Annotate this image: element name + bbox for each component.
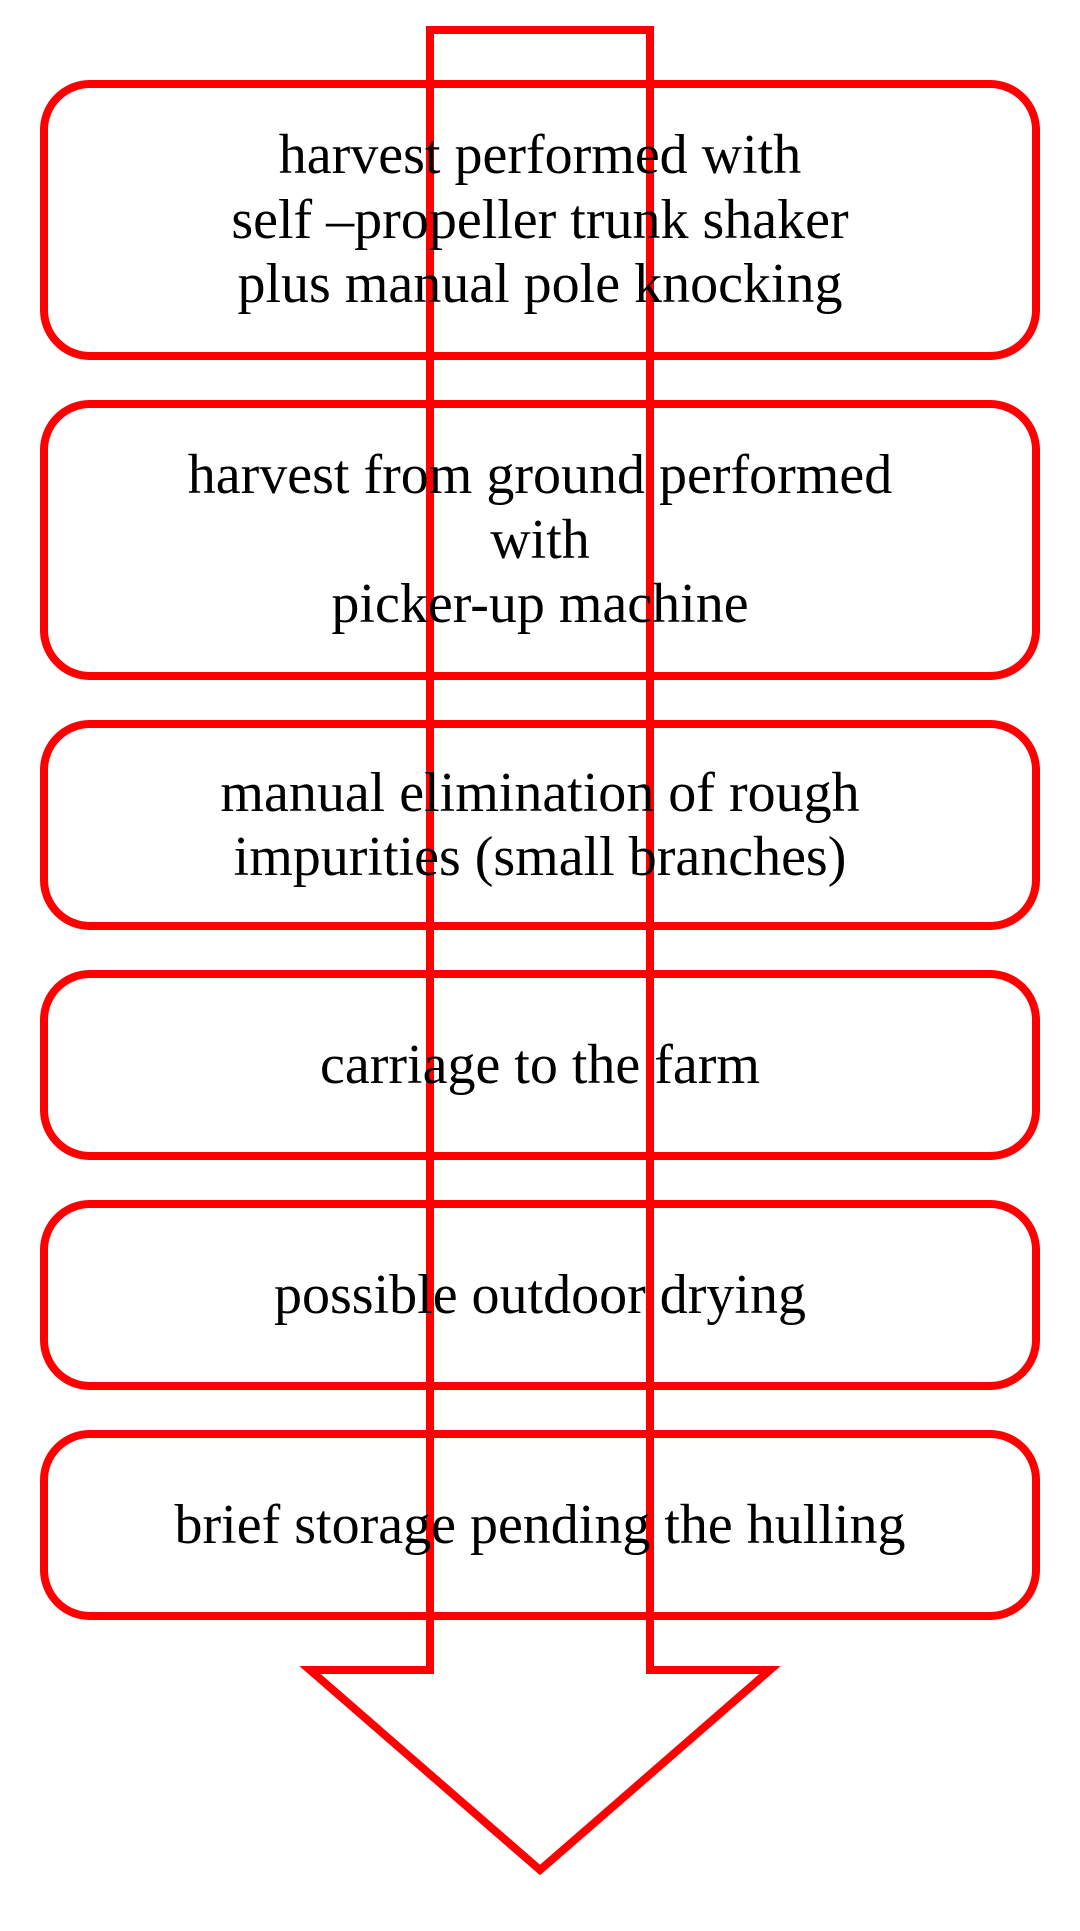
step-line: with (490, 508, 590, 572)
step-line: plus manual pole knocking (237, 252, 842, 316)
step-harvest-shaker: harvest performed with self –propeller t… (40, 80, 1040, 360)
step-line: impurities (small branches) (234, 825, 847, 889)
step-line: carriage to the farm (320, 1033, 760, 1097)
step-line: harvest performed with (279, 123, 801, 187)
flowchart-canvas: harvest performed with self –propeller t… (0, 0, 1080, 1931)
step-line: brief storage pending the hulling (175, 1493, 906, 1557)
step-line: harvest from ground performed (188, 443, 892, 507)
step-carriage: carriage to the farm (40, 970, 1040, 1160)
step-harvest-picker: harvest from ground performed with picke… (40, 400, 1040, 680)
step-storage: brief storage pending the hulling (40, 1430, 1040, 1620)
step-line: picker-up machine (331, 572, 748, 636)
step-line: possible outdoor drying (274, 1263, 806, 1327)
step-drying: possible outdoor drying (40, 1200, 1040, 1390)
step-line: self –propeller trunk shaker (231, 188, 848, 252)
step-line: manual elimination of rough (220, 761, 859, 825)
step-impurities: manual elimination of rough impurities (… (40, 720, 1040, 930)
